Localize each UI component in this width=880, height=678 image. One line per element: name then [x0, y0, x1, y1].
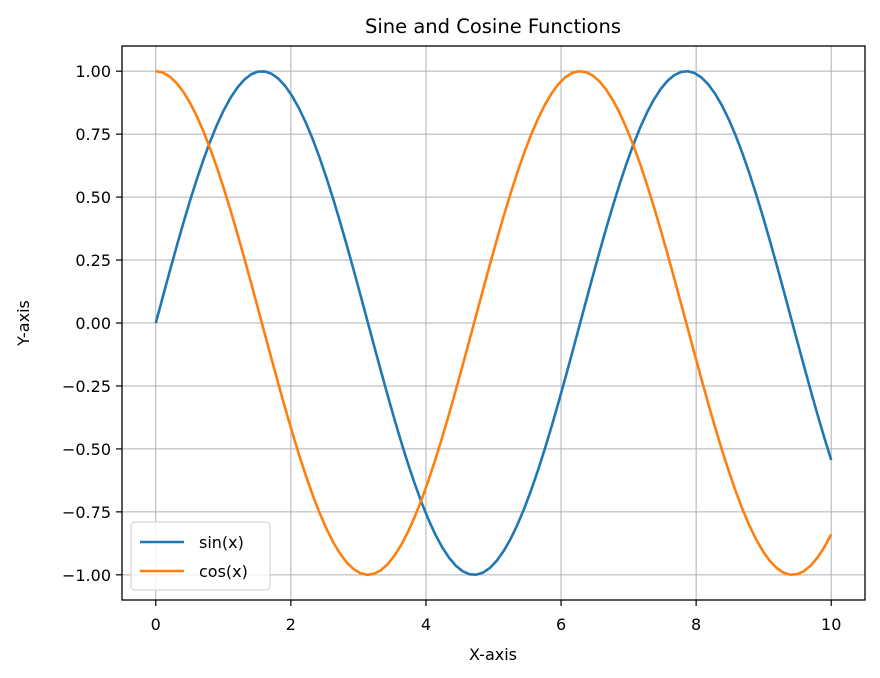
y-tick-label: −1.00 [62, 566, 111, 585]
y-tick-label: 0.25 [75, 251, 111, 270]
series-lines [154, 69, 833, 577]
x-tick-label: 4 [421, 615, 431, 634]
legend: sin(x) cos(x) [130, 521, 271, 591]
x-tick-label: 10 [821, 615, 841, 634]
y-tick-label: −0.75 [62, 503, 111, 522]
grid [122, 46, 865, 600]
legend-label-sin: sin(x) [199, 533, 244, 552]
chart-title: Sine and Cosine Functions [365, 15, 621, 38]
x-tick-label: 6 [556, 615, 566, 634]
y-tick-label: 0.50 [75, 188, 111, 207]
legend-box [130, 521, 271, 591]
x-tick-label: 0 [151, 615, 161, 634]
y-tick-label: 1.00 [75, 62, 111, 81]
x-axis-label: X-axis [469, 645, 517, 664]
x-tick-label: 2 [286, 615, 296, 634]
y-tick-label: 0.00 [75, 314, 111, 333]
y-axis-ticks: 1.00 0.75 0.50 0.25 0.00 −0.25 −0.50 −0.75 −1.00 [62, 62, 122, 585]
x-tick-label: 8 [691, 615, 701, 634]
y-tick-label: 0.75 [75, 125, 111, 144]
y-tick-label: −0.50 [62, 440, 111, 459]
series-line-sin [154, 69, 833, 576]
y-tick-label: −0.25 [62, 377, 111, 396]
series-line-cos [155, 69, 833, 577]
y-axis-label: Y-axis [14, 300, 33, 347]
x-axis-ticks: 0 2 4 6 8 10 [151, 600, 841, 634]
legend-label-cos: cos(x) [199, 562, 248, 581]
